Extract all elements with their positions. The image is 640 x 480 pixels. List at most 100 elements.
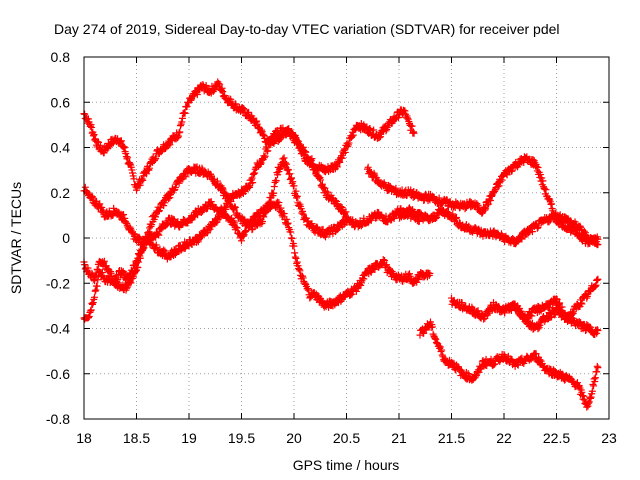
data-point	[91, 287, 99, 295]
data-point	[532, 350, 540, 358]
data-point	[333, 162, 341, 170]
data-point	[268, 138, 276, 146]
data-point	[175, 179, 183, 187]
data-point	[152, 154, 160, 162]
data-point	[96, 141, 104, 149]
data-point	[241, 228, 249, 236]
data-point	[256, 211, 264, 219]
data-point	[313, 223, 321, 231]
data-point	[218, 184, 226, 192]
data-point	[249, 179, 257, 187]
data-point	[290, 242, 298, 250]
data-point	[242, 227, 250, 235]
data-point	[89, 299, 97, 307]
data-point	[120, 144, 128, 152]
data-point	[518, 235, 526, 243]
data-point	[335, 157, 343, 165]
data-point	[123, 155, 131, 163]
data-point	[315, 174, 323, 182]
data-point	[591, 374, 599, 382]
data-point	[491, 187, 499, 195]
data-point	[525, 229, 533, 237]
data-point	[121, 143, 129, 151]
data-point	[487, 355, 495, 363]
x-tick-label: 18	[76, 430, 92, 446]
data-point	[284, 166, 292, 174]
x-tick-label: 22.5	[543, 430, 570, 446]
data-point	[87, 307, 95, 315]
data-point	[94, 266, 102, 274]
x-tick-label: 22	[496, 430, 512, 446]
data-point	[292, 254, 300, 262]
data-point	[400, 106, 408, 114]
data-point	[486, 196, 494, 204]
data-point	[126, 160, 134, 168]
data-point	[153, 244, 161, 252]
data-point	[479, 232, 487, 240]
data-point	[348, 132, 356, 140]
data-point	[474, 201, 482, 209]
data-point	[485, 309, 493, 317]
data-point	[587, 393, 595, 401]
data-point	[578, 300, 586, 308]
data-point	[134, 258, 142, 266]
data-point	[259, 130, 267, 138]
data-point	[96, 200, 104, 208]
data-point	[129, 169, 137, 177]
data-point	[84, 264, 92, 272]
data-point	[123, 284, 131, 292]
data-point	[180, 109, 188, 117]
data-point	[293, 258, 301, 266]
series-track-9	[500, 275, 602, 333]
data-point	[288, 174, 296, 182]
data-point	[304, 284, 312, 292]
data-point	[253, 117, 261, 125]
data-point	[292, 187, 300, 195]
data-point	[91, 293, 98, 301]
data-point	[578, 388, 586, 396]
data-point	[404, 114, 412, 122]
data-point	[536, 171, 544, 179]
data-point	[178, 118, 186, 126]
data-point	[323, 188, 331, 196]
data-point	[199, 81, 207, 89]
data-point	[280, 154, 288, 162]
data-point	[238, 237, 245, 245]
data-point	[207, 223, 215, 231]
data-point	[569, 309, 577, 317]
data-point	[148, 221, 156, 229]
data-point	[175, 132, 182, 140]
series-track-6	[395, 204, 602, 249]
data-point	[279, 155, 287, 163]
data-point	[452, 215, 460, 223]
data-point	[406, 272, 414, 280]
data-point	[280, 210, 288, 218]
data-point	[443, 208, 451, 216]
data-point	[258, 126, 266, 134]
data-point	[360, 214, 368, 222]
data-point	[293, 194, 301, 202]
data-point	[593, 368, 601, 376]
data-point	[240, 105, 248, 113]
data-point	[246, 183, 254, 191]
data-point	[580, 396, 588, 404]
data-point	[594, 327, 602, 335]
data-point	[86, 122, 94, 130]
data-point	[257, 160, 265, 168]
data-point	[88, 299, 96, 307]
data-point	[151, 212, 159, 220]
data-point	[585, 398, 593, 406]
data-point	[87, 306, 95, 314]
data-point	[299, 272, 307, 280]
data-point	[270, 183, 278, 191]
data-point	[270, 189, 278, 197]
data-point	[154, 230, 162, 238]
data-point	[181, 109, 189, 117]
data-point	[592, 235, 600, 243]
data-point	[473, 200, 481, 208]
data-point	[160, 246, 168, 254]
data-point	[544, 304, 552, 312]
data-point	[435, 194, 443, 202]
data-point	[594, 364, 602, 372]
data-point	[495, 182, 503, 190]
